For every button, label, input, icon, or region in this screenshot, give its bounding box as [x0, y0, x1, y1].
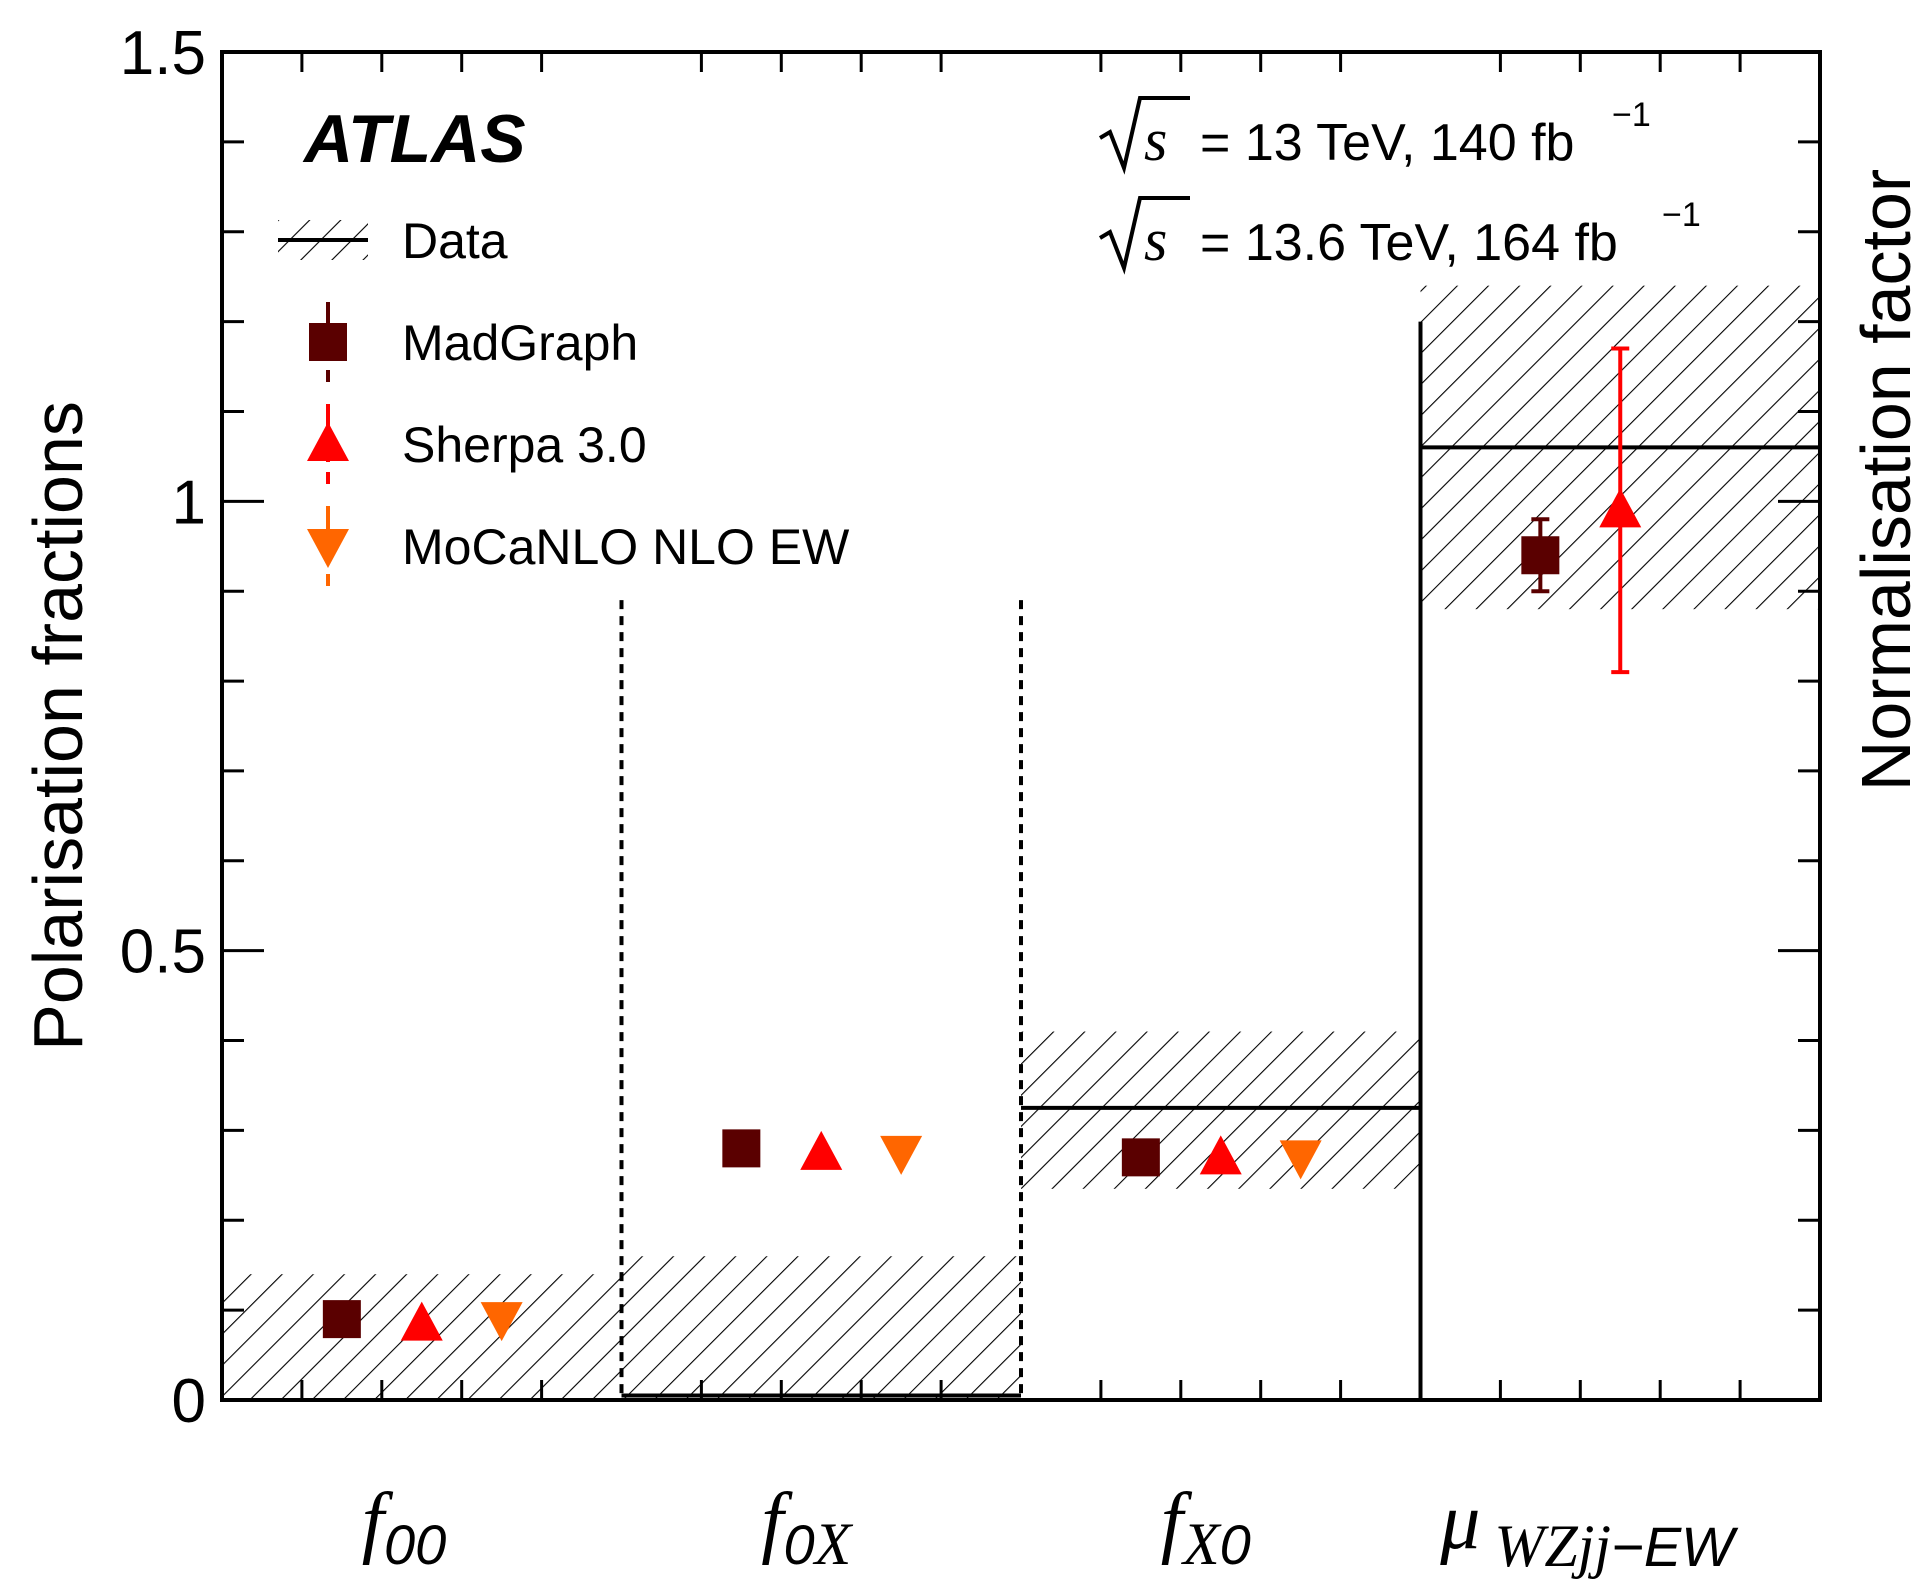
legend-label-mocanlo: MoCaNLO NLO EW [402, 519, 850, 575]
prediction-markers [322, 346, 1642, 1342]
category-labels: f00 f0X fX0 μ WZjj−EW [362, 1478, 1739, 1579]
marker-sherpa-3.0-3 [1599, 488, 1642, 528]
marker-sherpa-3.0-1 [800, 1130, 843, 1170]
marker-mocanlo-nlo-ew-2 [1279, 1140, 1322, 1180]
y-axis-label-right: Normalisation factor [1847, 169, 1921, 791]
legend-label-madgraph: MadGraph [402, 315, 638, 371]
sqrt-s-label: s [1144, 207, 1167, 273]
legend-marker-madgraph [309, 323, 347, 361]
energy-lumi-labels: s = 13 TeV, 140 fb −1 s = 13.6 TeV, 164 fb −1 [1098, 96, 1701, 275]
legend-label-data: Data [402, 213, 508, 269]
category-label-f00: f00 [362, 1478, 447, 1576]
axis-ticks: 0 0.5 1 1.5 [120, 19, 1820, 1436]
data-uncertainty-bands [222, 285, 1820, 1400]
marker-mocanlo-nlo-ew-1 [880, 1135, 923, 1175]
energy-sup: −1 [1662, 196, 1701, 234]
legend-marker-mocanlo [307, 529, 349, 568]
category-label-fX0: fX0 [1161, 1478, 1251, 1577]
y-tick-label: 0.5 [120, 918, 206, 987]
y-axis-label-left: Polarisation fractions [19, 401, 97, 1051]
plot-frame [220, 50, 1822, 1402]
category-label-f0X: f0X [761, 1478, 853, 1577]
marker-madgraph-2 [1121, 1138, 1160, 1177]
y-tick-label: 1.5 [120, 19, 206, 88]
marker-sherpa-3.0-2 [1199, 1135, 1242, 1175]
data-band-f0X [621, 1256, 1021, 1400]
energy-label: = 13.6 TeV, 164 fb [1200, 214, 1618, 272]
marker-madgraph-0 [322, 1300, 361, 1339]
atlas-label: ATLAS [302, 101, 526, 177]
marker-sherpa-3.0-0 [400, 1301, 443, 1341]
y-tick-label: 0 [172, 1367, 206, 1436]
marker-madgraph-3 [1521, 536, 1560, 575]
legend-label-sherpa: Sherpa 3.0 [402, 417, 647, 473]
energy-label: = 13 TeV, 140 fb [1200, 114, 1574, 172]
sqrt-s-label: s [1144, 107, 1167, 173]
marker-madgraph-1 [722, 1129, 761, 1168]
legend-marker-sherpa [307, 422, 349, 461]
category-dividers [619, 321, 1423, 1400]
marker-mocanlo-nlo-ew-0 [480, 1302, 523, 1342]
sqrt-symbol [1098, 96, 1190, 175]
energy-sup: −1 [1612, 96, 1651, 134]
category-label-mu: μ WZjj−EW [1439, 1478, 1739, 1579]
sqrt-symbol [1098, 196, 1190, 275]
legend: Data MadGraph Sherpa 3.0 MoCaNLO NLO EW [278, 213, 850, 586]
y-tick-label: 1 [172, 468, 206, 537]
